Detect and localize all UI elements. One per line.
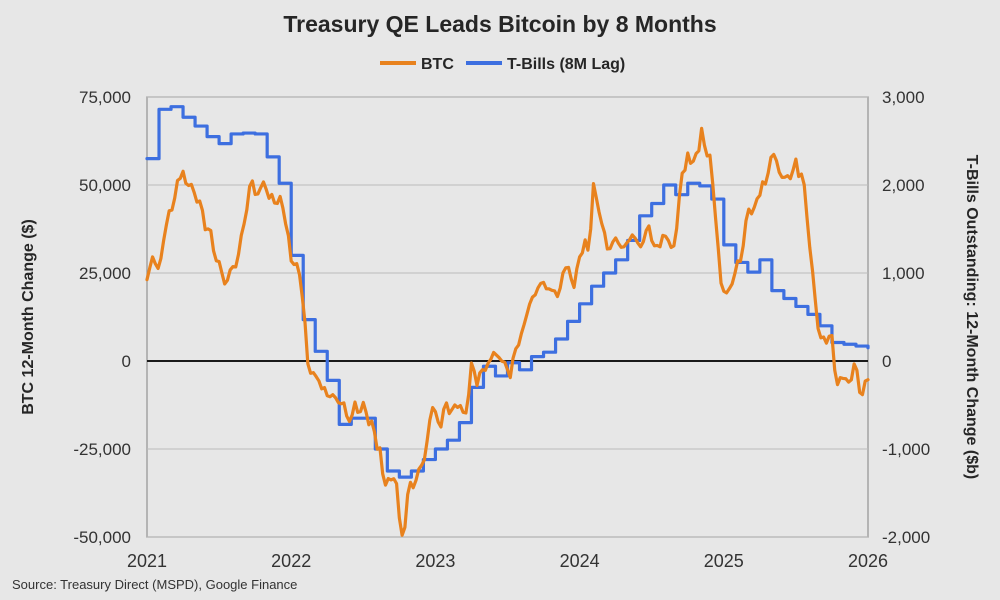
svg-text:3,000: 3,000 (882, 88, 925, 107)
svg-text:50,000: 50,000 (79, 176, 131, 195)
svg-text:2024: 2024 (560, 551, 600, 571)
svg-text:2021: 2021 (127, 551, 167, 571)
svg-text:1,000: 1,000 (882, 264, 925, 283)
svg-text:2,000: 2,000 (882, 176, 925, 195)
svg-text:BTC 12-Month Change ($): BTC 12-Month Change ($) (20, 219, 37, 415)
svg-text:Treasury QE Leads Bitcoin by 8: Treasury QE Leads Bitcoin by 8 Months (283, 11, 716, 37)
svg-text:BTC: BTC (421, 56, 454, 73)
svg-text:2022: 2022 (271, 551, 311, 571)
svg-text:2025: 2025 (704, 551, 744, 571)
svg-text:Source: Treasury Direct (MSPD): Source: Treasury Direct (MSPD), Google F… (12, 577, 297, 592)
svg-text:-1,000: -1,000 (882, 440, 930, 459)
svg-text:2023: 2023 (415, 551, 455, 571)
svg-text:T-Bills Outstanding: 12-Month: T-Bills Outstanding: 12-Month Change ($b… (963, 155, 980, 479)
svg-text:-25,000: -25,000 (73, 440, 131, 459)
svg-text:-2,000: -2,000 (882, 528, 930, 547)
svg-text:75,000: 75,000 (79, 88, 131, 107)
svg-text:0: 0 (122, 352, 131, 371)
svg-text:T-Bills (8M Lag): T-Bills (8M Lag) (507, 56, 625, 73)
svg-text:0: 0 (882, 352, 891, 371)
svg-text:25,000: 25,000 (79, 264, 131, 283)
svg-text:2026: 2026 (848, 551, 888, 571)
svg-text:-50,000: -50,000 (73, 528, 131, 547)
